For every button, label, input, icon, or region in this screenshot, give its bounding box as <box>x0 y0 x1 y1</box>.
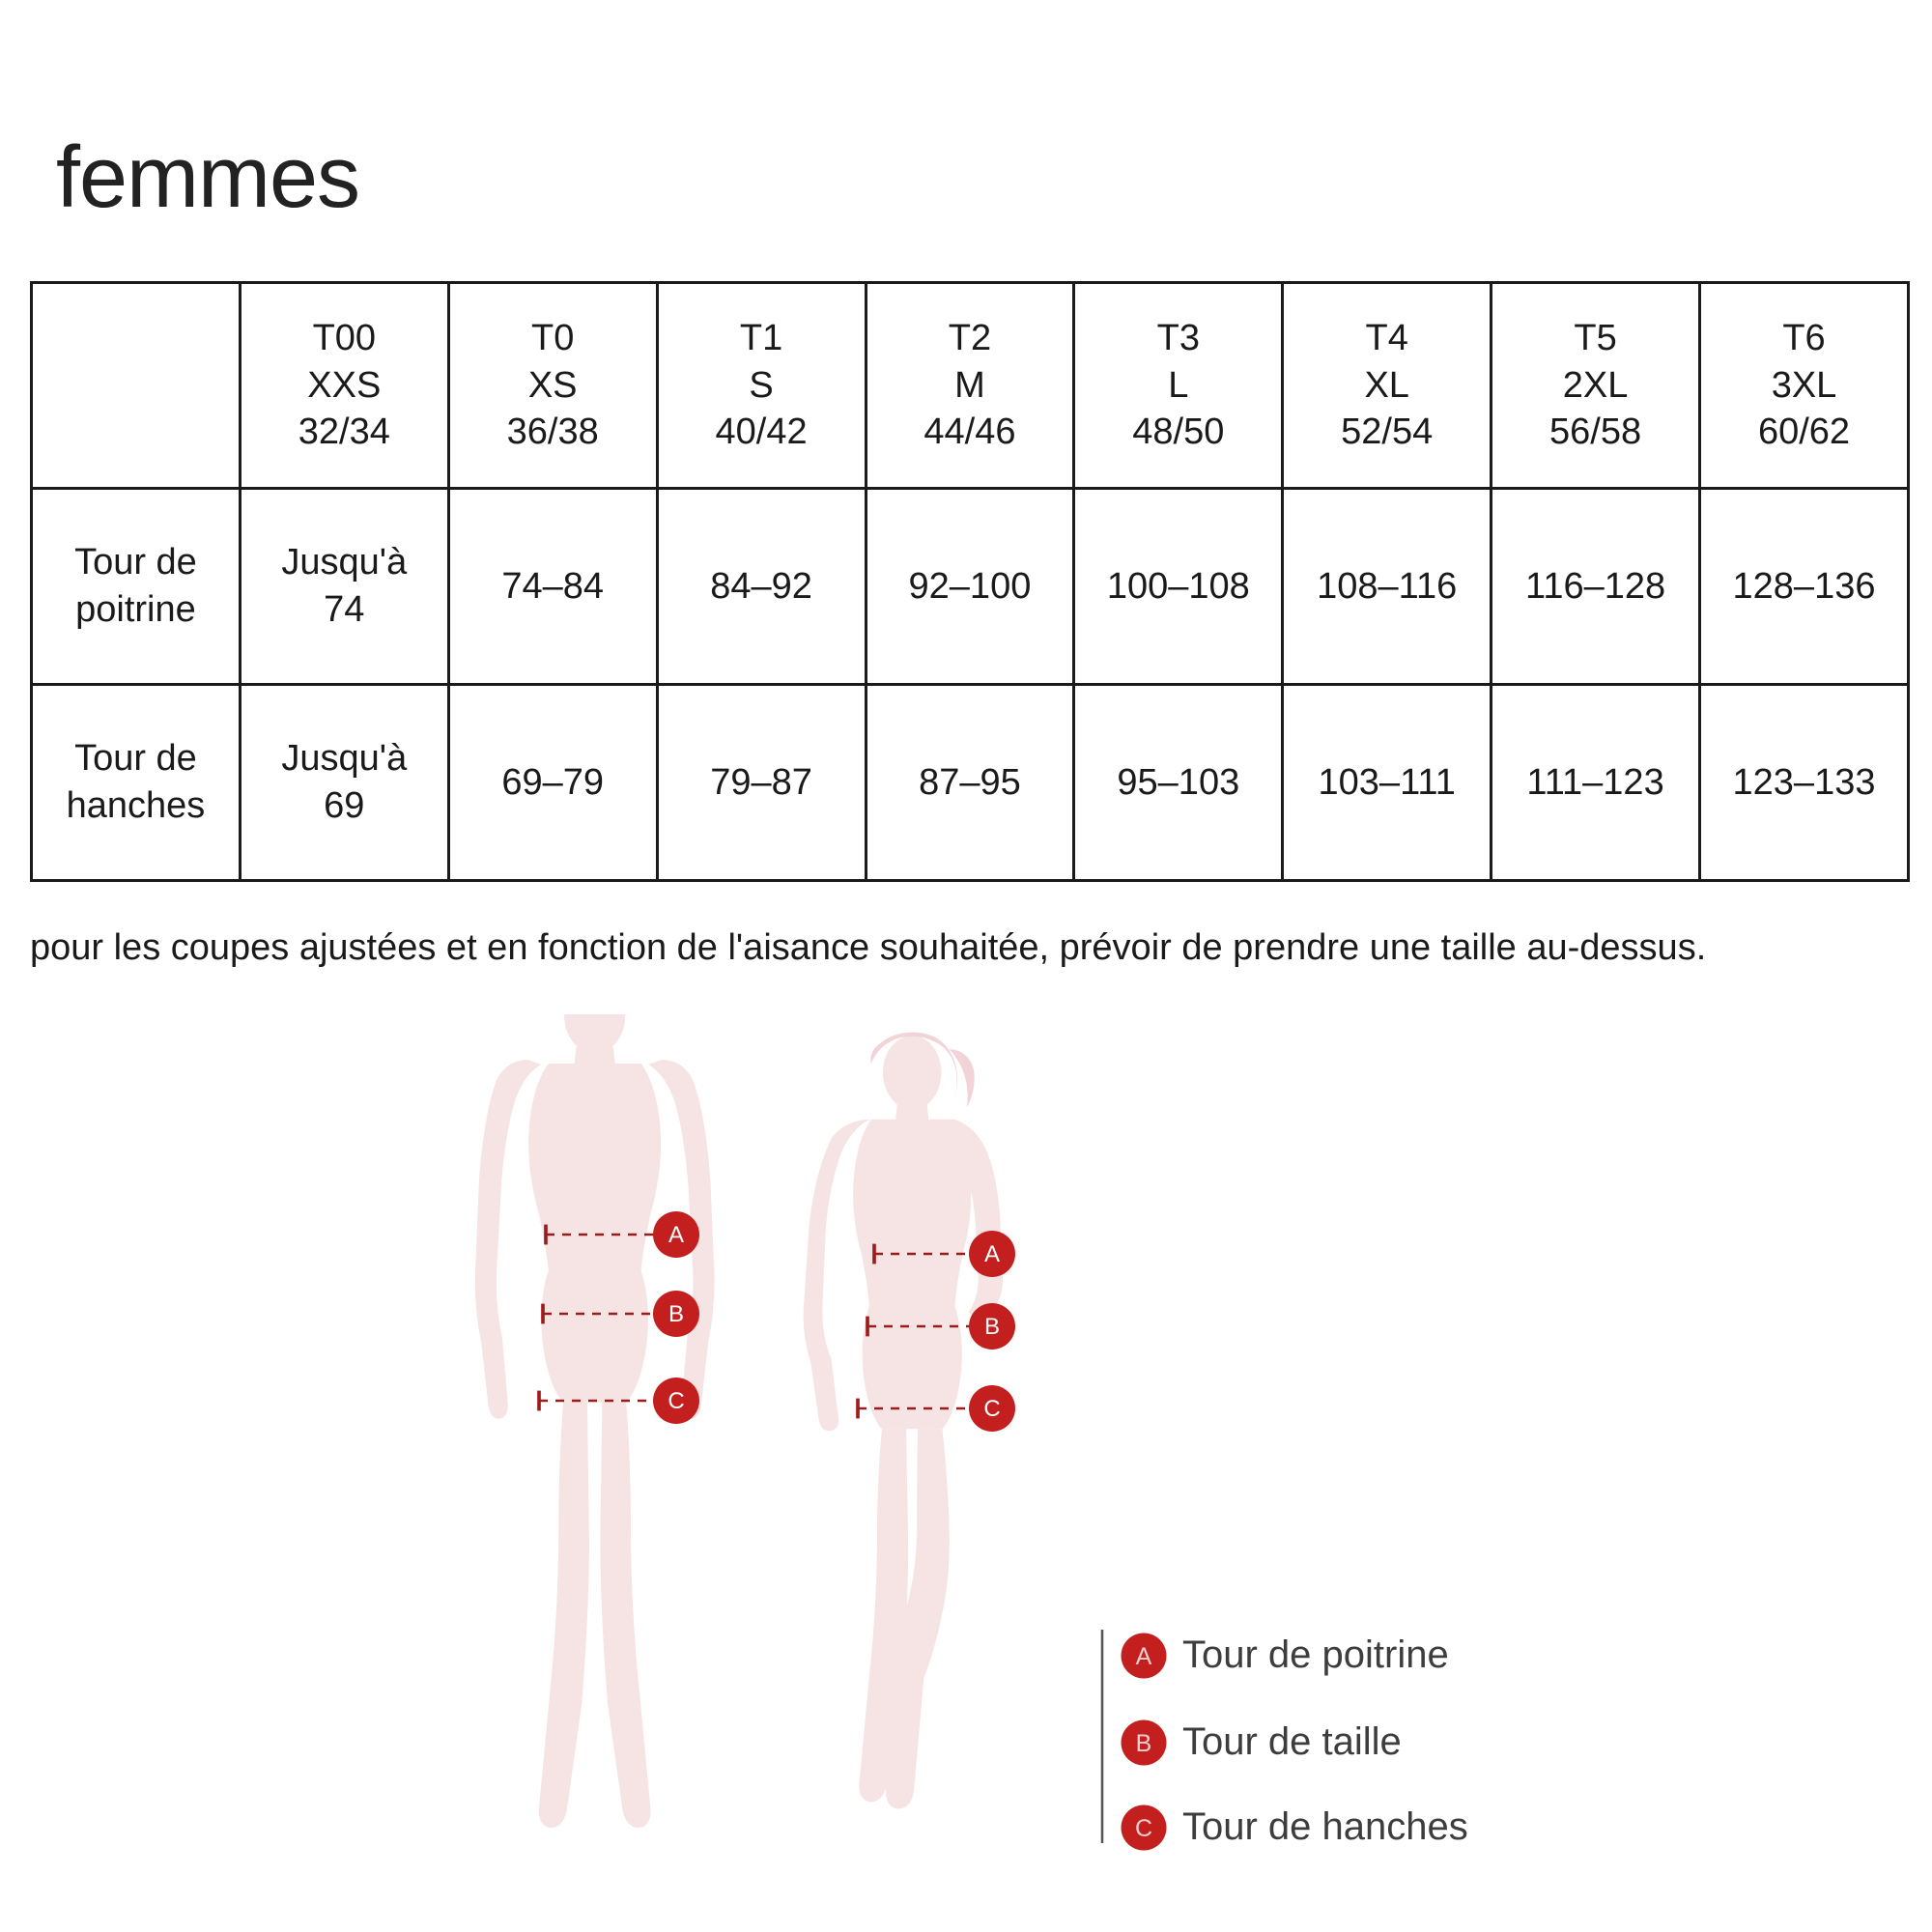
svg-text:Tour de hanches: Tour de hanches <box>1182 1805 1468 1848</box>
svg-text:C: C <box>668 1388 684 1414</box>
svg-text:Tour de taille: Tour de taille <box>1182 1720 1402 1763</box>
svg-text:A: A <box>1136 1643 1152 1670</box>
svg-text:A: A <box>984 1241 1000 1267</box>
svg-text:B: B <box>984 1314 1000 1340</box>
svg-text:A: A <box>668 1222 684 1248</box>
svg-text:C: C <box>983 1396 1000 1422</box>
svg-text:C: C <box>1135 1815 1152 1842</box>
svg-text:B: B <box>668 1301 684 1327</box>
svg-text:Tour de poitrine: Tour de poitrine <box>1182 1634 1449 1676</box>
svg-text:B: B <box>1136 1730 1152 1757</box>
